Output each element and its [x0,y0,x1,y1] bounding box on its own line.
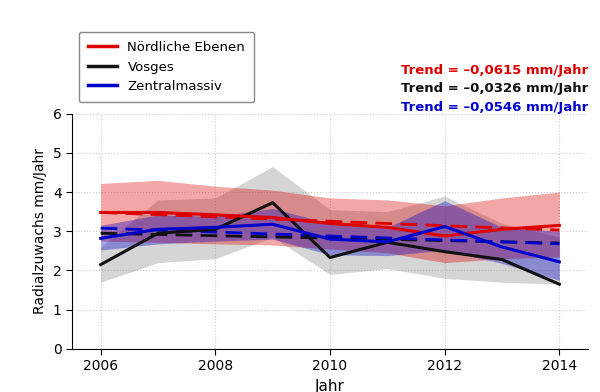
Text: Trend = –0,0615 mm/Jahr: Trend = –0,0615 mm/Jahr [401,64,588,77]
Y-axis label: Radialzuwachs mm/Jahr: Radialzuwachs mm/Jahr [33,148,47,314]
X-axis label: Jahr: Jahr [315,379,345,392]
Text: Trend = –0,0326 mm/Jahr: Trend = –0,0326 mm/Jahr [401,82,588,96]
Legend: Nördliche Ebenen, Vosges, Zentralmassiv: Nördliche Ebenen, Vosges, Zentralmassiv [79,32,254,102]
Text: Trend = –0,0546 mm/Jahr: Trend = –0,0546 mm/Jahr [401,101,588,114]
